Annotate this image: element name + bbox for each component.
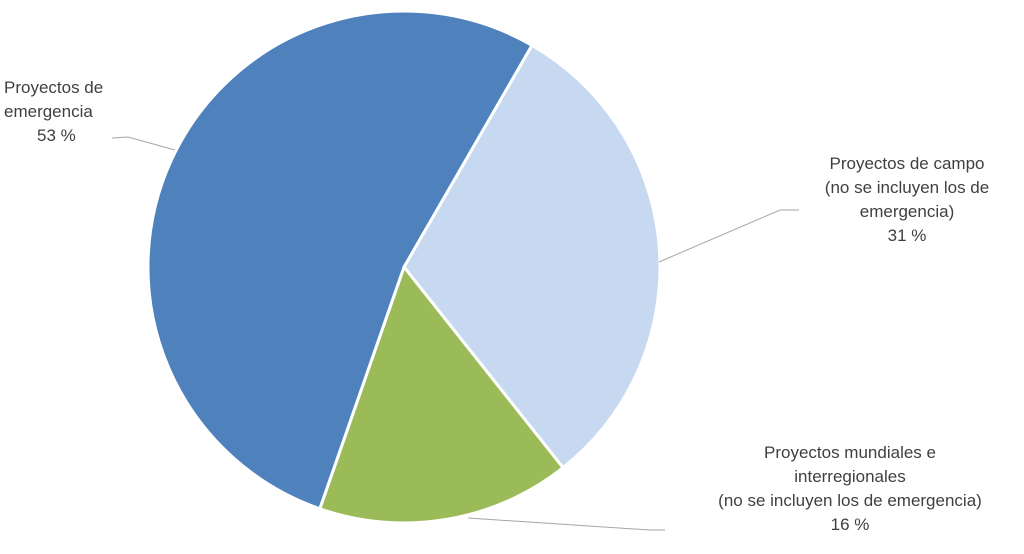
slice-label-emergencia: Proyectos de emergencia 53 % [4, 76, 103, 148]
slice-label-line: Proyectos de [4, 78, 104, 97]
leader-line-emergencia [111, 136, 176, 151]
slice-campo [402, 43, 662, 470]
slice-label-mundiales: Proyectos mundiales e interregionales (n… [676, 441, 1024, 537]
slice-label-line: interregionales [794, 467, 906, 486]
leader-line-mundiales [467, 517, 665, 531]
slice-label-line: Proyectos de campo [829, 154, 985, 173]
slice-label-line: (no se incluyen los de emergencia) [718, 491, 982, 510]
slice-percent-label: 53 % [37, 126, 76, 145]
slice-label-line: Proyectos mundiales e [764, 443, 936, 462]
slice-label-campo: Proyectos de campo (no se incluyen los d… [798, 152, 1016, 248]
leader-line-campo [658, 209, 799, 263]
slice-mundiales [318, 265, 565, 525]
slice-percent-label: 16 % [830, 515, 870, 534]
slice-label-line: emergencia) [859, 202, 955, 221]
slice-emergencia [146, 9, 534, 511]
slice-label-line: (no se incluyen los de [824, 178, 990, 197]
slice-label-line: emergencia [4, 102, 93, 121]
slice-percent-label: 31 % [887, 226, 927, 245]
